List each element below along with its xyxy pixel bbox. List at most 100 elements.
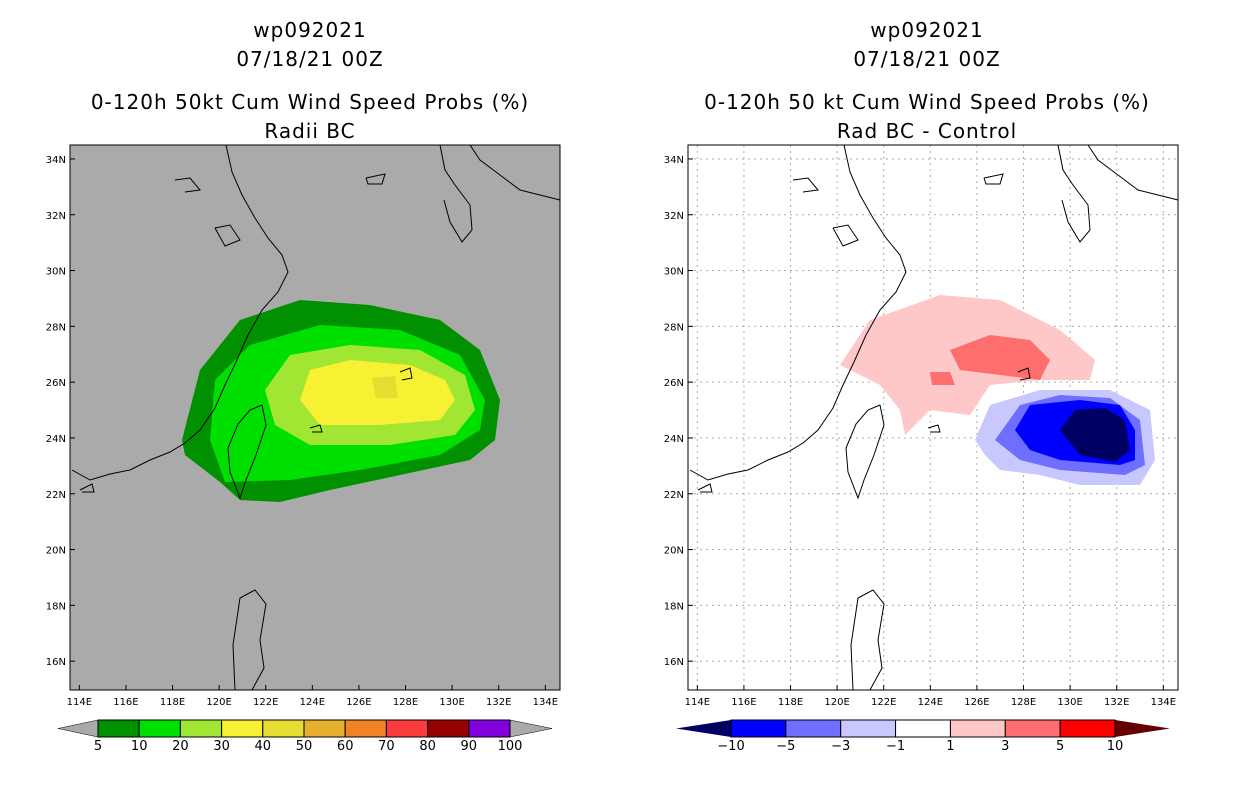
colorbar-swatch [895,719,951,738]
coastline [792,177,819,193]
left-title-1: wp092021 [253,18,367,42]
coastline [1057,144,1091,243]
colorbar-label: 1 [946,739,954,754]
lon-tick-label: 132E [486,697,511,708]
colorbar-swatch [1059,719,1116,738]
lat-tick-label: 26N [46,378,66,389]
colorbar-label: 10 [1107,739,1124,754]
colorbar-high-extend [509,719,553,738]
colorbar-swatch [221,719,264,738]
lon-tick-label: 122E [871,697,896,708]
colorbar-swatch [1004,719,1061,738]
colorbar-label: 30 [213,739,230,754]
colorbar-swatch [262,719,305,738]
lat-tick-label: 24N [46,434,66,445]
lon-tick-label: 118E [160,697,185,708]
colorbar-label: −10 [717,739,744,754]
lat-tick-label: 16N [46,657,66,668]
coastline [439,144,473,243]
lat-tick-label: 24N [664,434,684,445]
right-title-1: wp092021 [870,18,984,42]
colorbar-high-extend [1115,720,1170,737]
lon-tick-label: 130E [439,697,464,708]
colorbar-label: −1 [886,739,905,754]
colorbar-label: 100 [498,739,523,754]
lon-tick-label: 118E [778,697,803,708]
lon-tick-label: 120E [206,697,231,708]
colorbar-swatch [730,719,787,738]
coastline [232,589,267,691]
coastline [1017,367,1031,381]
coastline [697,483,713,493]
colorbar-swatch [138,719,181,738]
colorbar-swatch [303,719,346,738]
colorbar-swatch [344,719,387,738]
diff-contour-2 [930,372,955,385]
lon-tick-label: 126E [964,697,989,708]
colorbar-label: 5 [94,739,102,754]
lat-tick-label: 20N [664,546,684,557]
coastline [689,144,907,481]
lat-tick-label: 32N [46,211,66,222]
coastline [845,404,885,500]
coastline [227,404,267,500]
lat-tick-label: 26N [664,378,684,389]
lat-tick-label: 22N [664,490,684,501]
lat-tick-label: 18N [664,601,684,612]
lat-tick-label: 22N [46,490,66,501]
colorbar-label: 50 [296,739,313,754]
coastline [174,177,201,193]
diff-contour-6 [1060,408,1130,462]
lon-tick-label: 114E [685,697,710,708]
colorbar-swatch [97,719,140,738]
colorbar-label: 90 [461,739,478,754]
lat-tick-label: 30N [46,267,66,278]
lon-tick-label: 134E [1151,697,1176,708]
right-title-2: 07/18/21 00Z [853,47,1001,71]
map-frame [687,144,1179,691]
colorbar-swatch [840,719,897,738]
lon-tick-label: 128E [1011,697,1036,708]
colorbar-label: 60 [337,739,354,754]
left-title-4: Radii BC [264,119,356,143]
colorbar-label: 20 [172,739,189,754]
lat-tick-label: 18N [46,601,66,612]
coastline [850,589,885,691]
lon-tick-label: 124E [300,697,325,708]
colorbar-label: −5 [776,739,795,754]
colorbar-swatch [785,719,842,738]
colorbar-swatch [385,719,429,738]
colorbar-label: 5 [1056,739,1064,754]
colorbar-swatch [179,719,223,738]
lat-tick-label: 28N [664,322,684,333]
colorbar-low-extend [676,720,731,737]
coastline [214,224,241,247]
lat-tick-label: 30N [664,267,684,278]
colorbar-label: 80 [419,739,436,754]
map-frame [69,144,561,691]
lat-tick-label: 32N [664,211,684,222]
lat-tick-label: 34N [664,155,684,166]
lon-tick-label: 126E [346,697,371,708]
colorbar-label: −3 [831,739,850,754]
left-title-2: 07/18/21 00Z [236,47,384,71]
lon-tick-label: 128E [393,697,418,708]
colorbar-swatch [949,719,1006,738]
lon-tick-label: 132E [1104,697,1129,708]
lon-tick-label: 116E [113,697,138,708]
coastline [1087,144,1179,201]
lon-tick-label: 116E [731,697,756,708]
colorbar-swatch [468,719,511,738]
left-title-3: 0-120h 50kt Cum Wind Speed Probs (%) [90,90,530,114]
lat-tick-label: 20N [46,546,66,557]
lon-tick-label: 124E [918,697,943,708]
colorbar-swatch [427,719,470,738]
coastline [927,424,941,433]
coastline [832,224,859,247]
colorbar-label: 3 [1001,739,1009,754]
lon-tick-label: 130E [1057,697,1082,708]
coastline [365,173,386,185]
